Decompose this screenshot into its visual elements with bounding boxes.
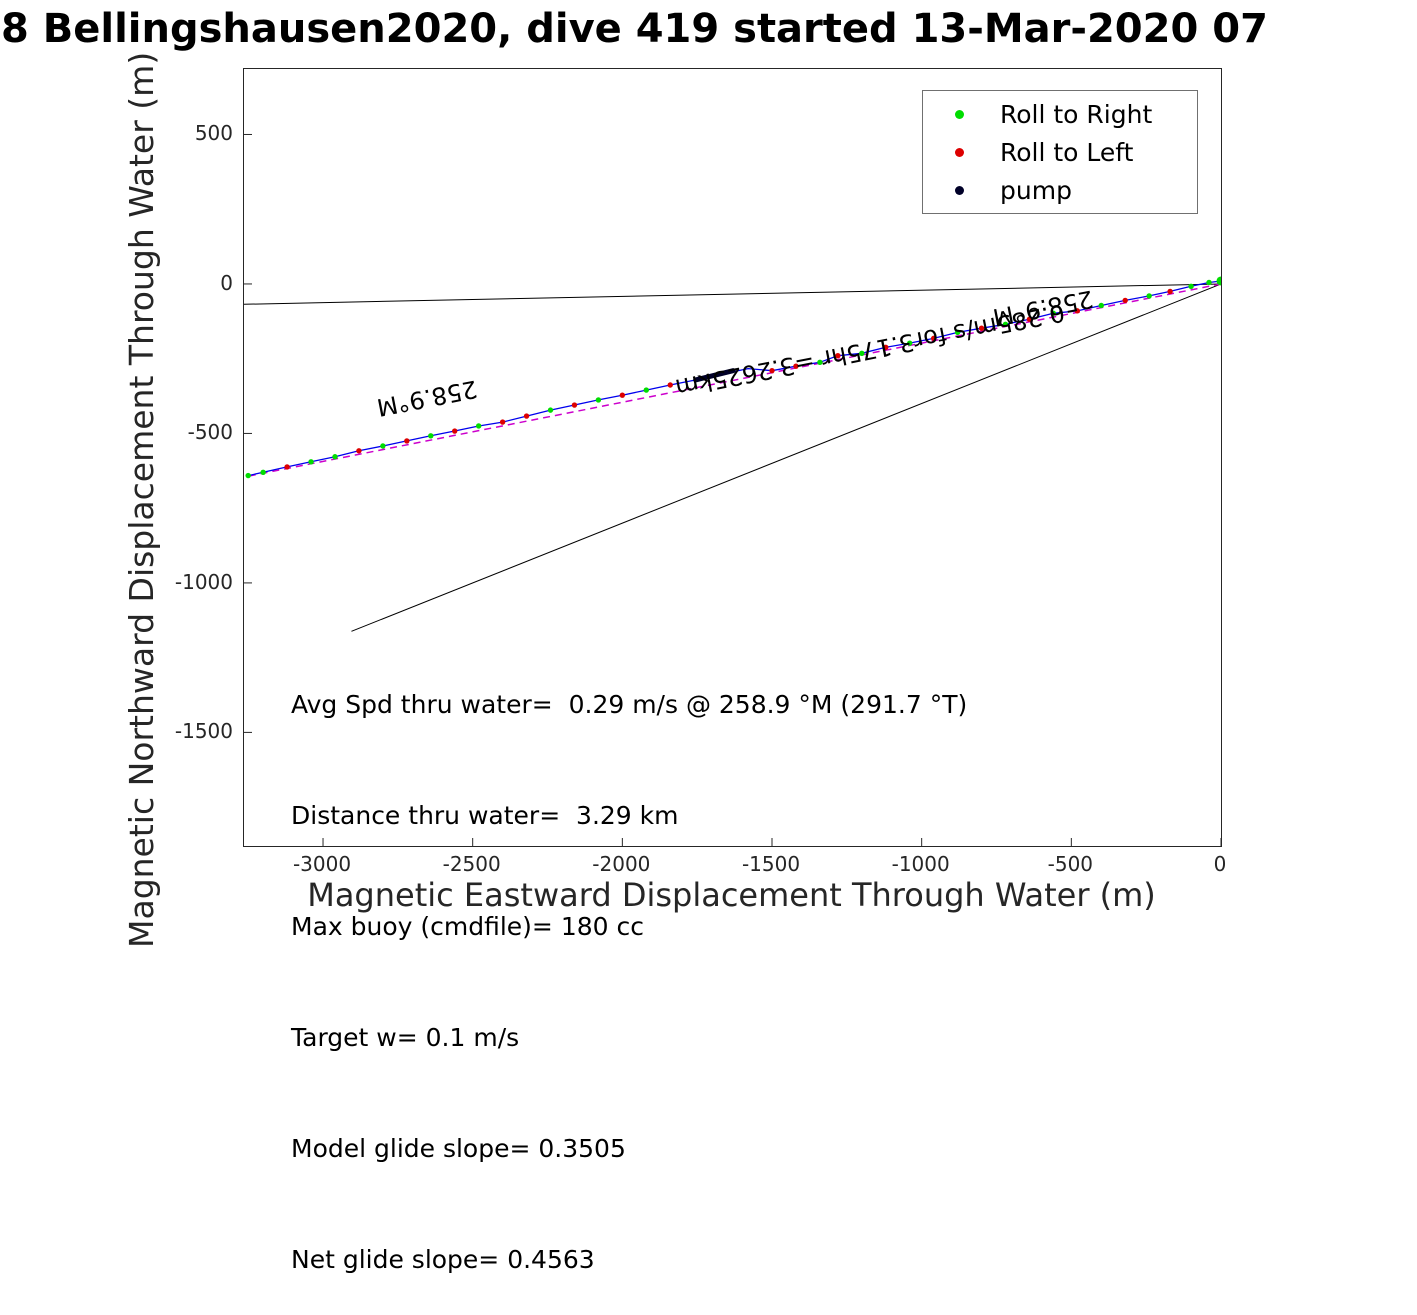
- roll-right-marker: [245, 472, 251, 479]
- y-tick-label: -1000: [174, 569, 233, 594]
- roll-right-marker: [1216, 276, 1221, 286]
- roll-left-marker: [1074, 308, 1081, 314]
- roll-left-marker: [1026, 316, 1033, 322]
- stat-avg-speed: Avg Spd thru water= 0.29 m/s @ 258.9 °M …: [291, 690, 968, 719]
- roll-left-marker: [571, 402, 578, 408]
- roll-right-marker: [547, 407, 554, 413]
- roll-left-marker: [667, 382, 673, 388]
- roll-right-marker: [907, 340, 913, 346]
- y-tick-label: -500: [187, 420, 233, 445]
- legend-item-roll-to-left: Roll to Left: [923, 133, 1197, 171]
- stat-max-buoy: Max buoy (cmdfile)= 180 cc: [291, 912, 644, 941]
- roll-left-marker: [793, 363, 799, 369]
- pump-marker-icon: [955, 185, 964, 195]
- stat-distance: Distance thru water= 3.29 km: [291, 801, 679, 830]
- roll-right-marker: [332, 454, 338, 460]
- legend-label: Roll to Left: [1000, 137, 1134, 167]
- roll-left-marker: [499, 419, 506, 425]
- roll-right-marker: [260, 469, 266, 475]
- bearing-line: [351, 283, 1221, 632]
- legend-item-pump: pump: [923, 171, 1197, 209]
- legend-item-roll-to-right: Roll to Right: [923, 95, 1197, 133]
- roll-right-marker: [1188, 283, 1194, 290]
- roll-to-left-marker-icon: [955, 147, 964, 157]
- x-tick-label: -1500: [741, 852, 801, 876]
- roll-right-marker: [1146, 293, 1152, 299]
- roll-right-marker: [475, 423, 482, 429]
- y-tick-label: 0: [220, 270, 233, 295]
- legend: Roll to Right Roll to Left pump: [922, 90, 1198, 214]
- roll-right-marker: [954, 329, 961, 336]
- x-tick-label: -2500: [442, 852, 501, 876]
- stat-model-glide-slope: Model glide slope= 0.3505: [291, 1134, 626, 1163]
- legend-label: Roll to Right: [1000, 99, 1153, 129]
- roll-left-marker: [883, 344, 889, 351]
- course-line: [249, 283, 1221, 477]
- roll-left-marker: [284, 464, 290, 470]
- roll-left-marker: [769, 367, 775, 374]
- roll-right-marker: [1002, 321, 1009, 328]
- roll-right-marker: [1098, 302, 1104, 309]
- y-tick-label: 500: [194, 121, 233, 146]
- roll-right-marker: [817, 359, 823, 365]
- roll-right-marker: [428, 433, 434, 439]
- x-tick-label: -3000: [292, 852, 352, 876]
- roll-left-marker: [356, 448, 362, 454]
- bearing-line: [244, 283, 1221, 305]
- x-tick-label: 0: [1213, 852, 1227, 876]
- roll-right-marker: [1206, 279, 1212, 286]
- plot-canvas: [244, 133, 1221, 846]
- roll-right-marker: [1050, 310, 1057, 316]
- roll-left-marker: [452, 428, 458, 434]
- roll-left-marker: [523, 413, 530, 419]
- roll-left-marker: [1122, 297, 1128, 304]
- y-tick-label: -1500: [174, 719, 233, 744]
- roll-left-marker: [835, 353, 841, 359]
- x-tick-label: -1000: [891, 852, 950, 876]
- roll-right-marker: [595, 397, 602, 403]
- roll-right-marker: [308, 459, 314, 465]
- roll-left-marker: [1167, 288, 1173, 295]
- roll-right-marker: [380, 443, 386, 449]
- roll-right-marker: [643, 387, 649, 393]
- legend-label: pump: [1000, 175, 1072, 205]
- x-axis-label: Magnetic Eastward Displacement Through W…: [307, 876, 1156, 914]
- roll-left-marker: [404, 438, 410, 444]
- x-tick-label: -2000: [592, 852, 651, 876]
- chart-title: 8 Bellingshausen2020, dive 419 started 1…: [1, 6, 1268, 52]
- stat-net-glide-slope: Net glide slope= 0.4563: [291, 1245, 595, 1274]
- pump-segment: [693, 368, 736, 383]
- stat-target-w: Target w= 0.1 m/s: [291, 1023, 520, 1052]
- roll-left-marker: [978, 325, 985, 331]
- roll-right-marker: [859, 350, 865, 357]
- roll-left-marker: [930, 335, 937, 342]
- roll-left-marker: [619, 392, 626, 398]
- dive-stats-text: Avg Spd thru water= 0.29 m/s @ 258.9 °M …: [291, 612, 967, 1315]
- x-tick-label: -500: [1047, 852, 1094, 876]
- roll-to-right-marker-icon: [955, 109, 964, 119]
